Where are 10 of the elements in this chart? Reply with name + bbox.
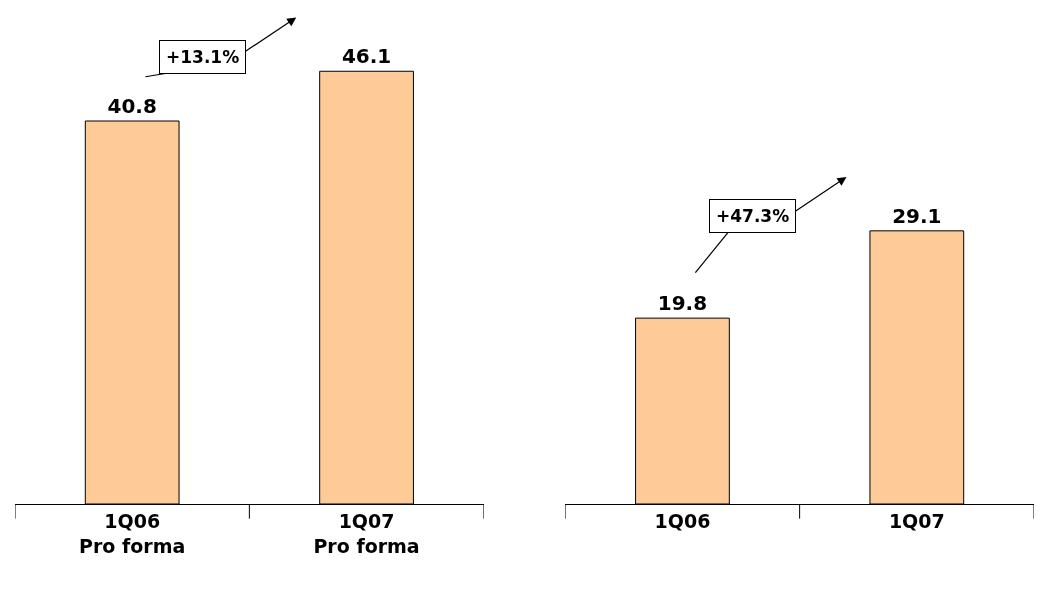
x-tick-label: 1Q07 xyxy=(888,509,945,532)
data-label: 40.8 xyxy=(107,94,157,119)
data-label: 29.1 xyxy=(892,203,942,228)
x-tick-label: 1Q06 xyxy=(654,509,711,532)
text: +13.1% xyxy=(166,47,240,67)
data-label: 19.8 xyxy=(657,291,708,316)
x-tick-label: 1Q06 Pro forma xyxy=(79,509,186,557)
data-label: 46.1 xyxy=(341,44,392,69)
x-tick-label: 1Q07 Pro forma xyxy=(313,509,420,557)
text: +47.3% xyxy=(716,206,790,226)
